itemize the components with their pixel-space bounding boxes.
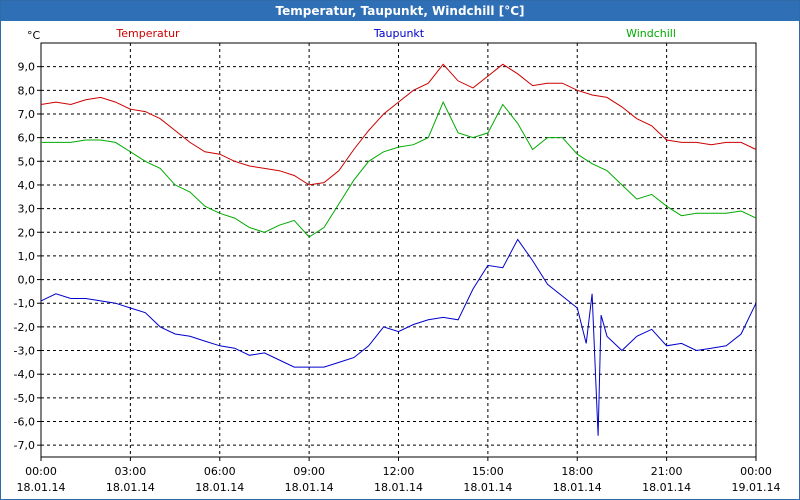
y-tick-label: 2,0: [18, 226, 36, 239]
x-tick-time-label: 06:00: [204, 465, 236, 478]
series-line-windchill: [41, 100, 757, 238]
legend-taupunkt: Taupunkt: [373, 27, 425, 40]
x-tick-time-label: 09:00: [293, 465, 325, 478]
window-title: Temperatur, Taupunkt, Windchill [°C]: [1, 1, 799, 21]
y-tick-label: 8,0: [18, 84, 36, 97]
x-tick-time-label: 21:00: [651, 465, 683, 478]
x-tick-time-label: 00:00: [740, 465, 772, 478]
x-tick-time-label: 18:00: [561, 465, 593, 478]
x-tick-time-label: 15:00: [472, 465, 504, 478]
y-tick-label: 1,0: [18, 250, 36, 263]
chart-canvas: °C 9,0 8,0 7,0 6,0 5,0 4,0 3,0 2,0 1,0 0,0 -1,0 -2,0…: [14, 27, 781, 494]
x-tick-time-label: 03:00: [115, 465, 147, 478]
y-tick-label: 4,0: [18, 179, 36, 192]
y-tick-label: -5,0: [14, 392, 35, 405]
x-tick-date-label: 19.01.14: [732, 481, 781, 494]
y-tick-label: 0,0: [18, 274, 36, 287]
y-tick-label: 9,0: [18, 61, 36, 74]
x-tick-date-label: 18.01.14: [553, 481, 602, 494]
y-tick-label: -6,0: [14, 416, 35, 429]
y-tick-label: 3,0: [18, 203, 36, 216]
y-tick-label: 5,0: [18, 155, 36, 168]
x-tick-date-label: 18.01.14: [642, 481, 691, 494]
legend-windchill: Windchill: [626, 27, 676, 40]
y-tick-label: -4,0: [14, 368, 35, 381]
x-tick-date-label: 18.01.14: [463, 481, 512, 494]
legend-temperatur: Temperatur: [115, 27, 180, 40]
y-tick-label: -3,0: [14, 345, 35, 358]
y-tick-label: 6,0: [18, 132, 36, 145]
x-tick-date-label: 18.01.14: [195, 481, 244, 494]
y-tick-label: 7,0: [18, 108, 36, 121]
series-line-temperatur: [40, 63, 757, 186]
x-tick-date-label: 18.01.14: [285, 481, 334, 494]
x-tick-time-label: 12:00: [383, 465, 415, 478]
y-tick-label: -1,0: [14, 297, 35, 310]
x-tick-time-label: 00:00: [25, 465, 57, 478]
x-tick-date-label: 18.01.14: [17, 481, 66, 494]
y-tick-label: -7,0: [14, 439, 35, 452]
series-line-taupunkt: [40, 238, 757, 436]
y-axis-label: °C: [27, 29, 41, 42]
y-tick-label: -2,0: [14, 321, 35, 334]
x-tick-date-label: 18.01.14: [106, 481, 155, 494]
x-tick-date-label: 18.01.14: [374, 481, 423, 494]
